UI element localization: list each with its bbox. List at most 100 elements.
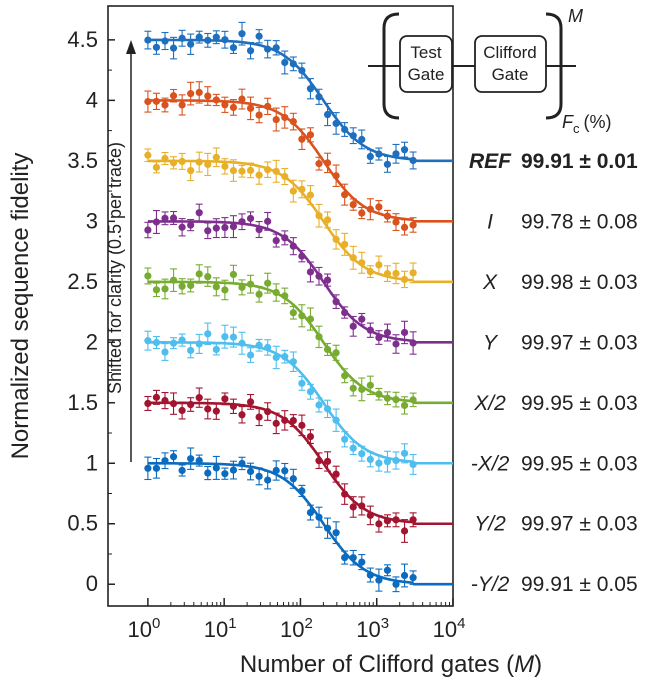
data-point — [315, 93, 323, 101]
x-tick-mantissa: 10 — [204, 617, 228, 642]
data-point — [383, 517, 392, 525]
data-point — [358, 450, 366, 458]
series--Y-over-2 — [144, 447, 453, 593]
data-point — [238, 95, 246, 103]
data-point — [204, 160, 212, 169]
data-point — [409, 396, 417, 404]
data-point — [289, 416, 297, 425]
data-point — [349, 132, 357, 140]
series-Y — [144, 203, 453, 355]
data-point — [332, 470, 340, 478]
data-point — [229, 333, 238, 341]
data-point — [281, 467, 289, 475]
data-point — [264, 279, 272, 287]
fc-subscript: c — [573, 121, 580, 136]
data-point — [195, 456, 203, 465]
data-point — [255, 171, 263, 179]
data-point — [323, 405, 332, 413]
data-point — [272, 115, 280, 124]
data-point — [366, 268, 374, 276]
x-tick-label: 104 — [433, 615, 466, 642]
data-point — [409, 269, 417, 277]
data-point — [152, 286, 161, 294]
data-point — [400, 401, 409, 410]
data-point — [341, 240, 349, 248]
data-point — [152, 464, 161, 472]
data-point — [246, 351, 255, 359]
y-tick-label: 2 — [86, 329, 98, 354]
data-point — [409, 221, 417, 229]
data-point — [178, 406, 186, 415]
data-point — [187, 455, 195, 463]
data-point — [187, 166, 195, 175]
gate-label: I — [487, 210, 493, 233]
data-point — [306, 191, 315, 199]
data-point — [281, 113, 289, 122]
data-point — [144, 151, 152, 159]
data-point — [255, 341, 263, 349]
data-point — [212, 224, 220, 232]
inset-exponent: M — [568, 6, 583, 26]
data-point — [246, 467, 255, 476]
inset-bracket-right — [545, 12, 563, 120]
data-point — [195, 158, 203, 166]
data-point — [400, 223, 409, 232]
data-point — [392, 580, 400, 588]
data-point — [323, 159, 332, 167]
series-layer — [144, 21, 453, 593]
data-point — [272, 353, 280, 362]
data-point — [332, 298, 340, 306]
data-point — [332, 529, 340, 537]
data-point — [255, 413, 263, 421]
gate-label: REF — [469, 150, 512, 173]
data-point — [221, 101, 229, 109]
data-point — [298, 185, 306, 193]
data-point — [229, 402, 238, 410]
data-point — [195, 270, 203, 278]
data-point — [392, 456, 400, 465]
x-tick-exponent: 4 — [457, 615, 465, 632]
plot-frame — [107, 5, 454, 607]
data-point — [264, 102, 272, 110]
data-point — [238, 283, 246, 291]
y-tick-label: 0.5 — [67, 511, 98, 536]
data-point — [152, 43, 161, 51]
y-tick-label: 3.5 — [67, 148, 98, 173]
data-point — [375, 150, 383, 158]
gate-label: Y — [483, 331, 499, 354]
data-point — [306, 432, 315, 441]
data-point — [375, 576, 383, 584]
data-point — [195, 88, 203, 96]
x-tick-mantissa: 10 — [280, 617, 304, 642]
data-point — [161, 37, 169, 45]
data-point — [366, 511, 374, 519]
data-point — [349, 503, 357, 511]
y-tick-label: 4.5 — [67, 27, 98, 52]
data-point — [281, 172, 289, 181]
gate-label: -X/2 — [471, 452, 510, 475]
data-point — [255, 225, 263, 234]
data-point — [281, 292, 289, 300]
data-point — [187, 90, 195, 98]
data-point — [272, 44, 280, 52]
data-point — [383, 212, 392, 220]
data-point — [178, 157, 186, 165]
legend-labels: REF 99.91 ± 0.01 I 99.78 ± 0.08 X 99.98 ± 0.0… — [469, 150, 638, 596]
data-point — [392, 269, 400, 278]
data-point — [306, 315, 315, 323]
data-point — [409, 574, 417, 582]
data-point — [349, 200, 357, 209]
data-point — [315, 401, 323, 409]
data-point — [341, 372, 349, 380]
data-point — [400, 146, 409, 154]
data-point — [221, 36, 229, 44]
data-point — [298, 135, 306, 143]
y-axis-title: Normalized sequence fidelity — [7, 153, 34, 460]
data-point — [178, 101, 186, 109]
data-point — [332, 172, 340, 180]
data-point — [315, 272, 323, 280]
test-gate-box — [399, 35, 453, 93]
data-point — [298, 66, 306, 75]
data-point — [358, 502, 366, 510]
